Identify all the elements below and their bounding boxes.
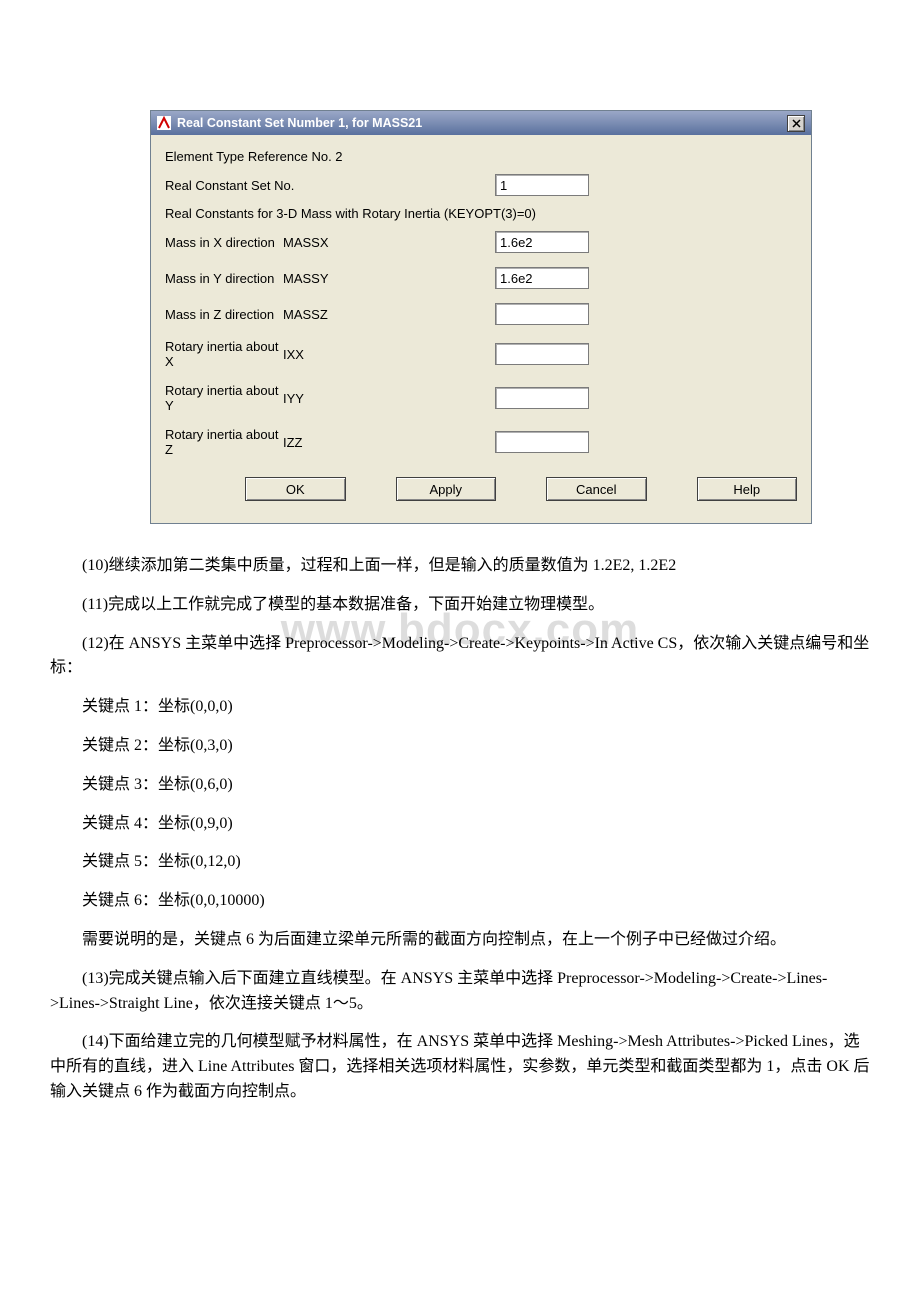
close-button[interactable] bbox=[787, 115, 805, 132]
massy-code: MASSY bbox=[283, 271, 495, 286]
izz-code: IZZ bbox=[283, 435, 495, 450]
massx-input[interactable] bbox=[495, 231, 589, 253]
doc-kp1: 关键点 1：坐标(0,0,0) bbox=[50, 695, 870, 720]
doc-p13: (13)完成关键点输入后下面建立直线模型。在 ANSYS 主菜单中选择 Prep… bbox=[50, 967, 870, 1017]
set-no-label: Real Constant Set No. bbox=[165, 178, 495, 193]
ixx-code: IXX bbox=[283, 347, 495, 362]
doc-p14: (14)下面给建立完的几何模型赋予材料属性，在 ANSYS 菜单中选择 Mesh… bbox=[50, 1030, 870, 1104]
close-icon bbox=[792, 119, 801, 128]
set-no-input[interactable] bbox=[495, 174, 589, 196]
massz-code: MASSZ bbox=[283, 307, 495, 322]
doc-kp6: 关键点 6：坐标(0,0,10000) bbox=[50, 889, 870, 914]
doc-kp3: 关键点 3：坐标(0,6,0) bbox=[50, 773, 870, 798]
iyy-label: Rotary inertia about Y bbox=[165, 383, 283, 413]
massz-label: Mass in Z direction bbox=[165, 307, 283, 322]
element-type-ref-row: Element Type Reference No. 2 bbox=[165, 149, 797, 164]
button-row: OK Apply Cancel Help bbox=[165, 471, 797, 509]
dialog-titlebar: Real Constant Set Number 1, for MASS21 bbox=[151, 111, 811, 135]
doc-note: 需要说明的是，关键点 6 为后面建立梁单元所需的截面方向控制点，在上一个例子中已… bbox=[50, 928, 870, 953]
massy-row: Mass in Y direction MASSY bbox=[165, 267, 797, 289]
real-constant-dialog: Real Constant Set Number 1, for MASS21 E… bbox=[150, 110, 812, 524]
document-text: (10)继续添加第二类集中质量，过程和上面一样，但是输入的质量数值为 1.2E2… bbox=[50, 554, 870, 1105]
doc-p12: (12)在 ANSYS 主菜单中选择 Preprocessor->Modelin… bbox=[50, 632, 870, 682]
dialog-title-text: Real Constant Set Number 1, for MASS21 bbox=[177, 116, 422, 130]
app-icon bbox=[157, 116, 171, 130]
cancel-button[interactable]: Cancel bbox=[546, 477, 647, 501]
massx-code: MASSX bbox=[283, 235, 495, 250]
massy-label: Mass in Y direction bbox=[165, 271, 283, 286]
doc-p11: (11)完成以上工作就完成了模型的基本数据准备，下面开始建立物理模型。 bbox=[50, 593, 870, 618]
doc-kp5: 关键点 5：坐标(0,12,0) bbox=[50, 850, 870, 875]
iyy-row: Rotary inertia about Y IYY bbox=[165, 383, 797, 413]
doc-kp4: 关键点 4：坐标(0,9,0) bbox=[50, 812, 870, 837]
massx-label: Mass in X direction bbox=[165, 235, 283, 250]
set-no-row: Real Constant Set No. bbox=[165, 174, 797, 196]
ixx-label: Rotary inertia about X bbox=[165, 339, 283, 369]
dialog-body: Element Type Reference No. 2 Real Consta… bbox=[151, 135, 811, 523]
ok-button[interactable]: OK bbox=[245, 477, 346, 501]
iyy-code: IYY bbox=[283, 391, 495, 406]
izz-input[interactable] bbox=[495, 431, 589, 453]
iyy-input[interactable] bbox=[495, 387, 589, 409]
izz-row: Rotary inertia about Z IZZ bbox=[165, 427, 797, 457]
element-type-ref-label: Element Type Reference No. 2 bbox=[165, 149, 495, 164]
ixx-row: Rotary inertia about X IXX bbox=[165, 339, 797, 369]
doc-p10: (10)继续添加第二类集中质量，过程和上面一样，但是输入的质量数值为 1.2E2… bbox=[50, 554, 870, 579]
izz-label: Rotary inertia about Z bbox=[165, 427, 283, 457]
help-button[interactable]: Help bbox=[697, 477, 798, 501]
massz-input[interactable] bbox=[495, 303, 589, 325]
doc-kp2: 关键点 2：坐标(0,3,0) bbox=[50, 734, 870, 759]
massz-row: Mass in Z direction MASSZ bbox=[165, 303, 797, 325]
massy-input[interactable] bbox=[495, 267, 589, 289]
ixx-input[interactable] bbox=[495, 343, 589, 365]
apply-button[interactable]: Apply bbox=[396, 477, 497, 501]
group-caption: Real Constants for 3-D Mass with Rotary … bbox=[165, 206, 797, 221]
massx-row: Mass in X direction MASSX bbox=[165, 231, 797, 253]
